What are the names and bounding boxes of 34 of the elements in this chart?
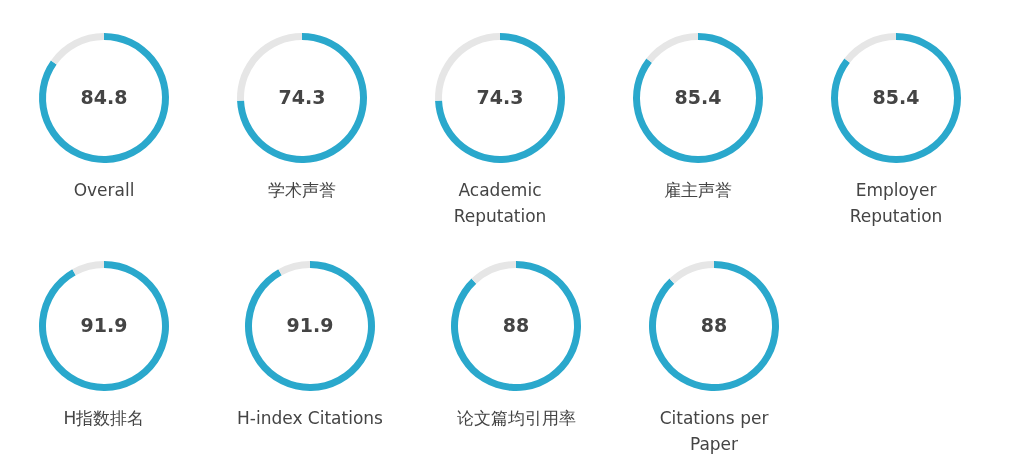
- data-label: 85.4: [674, 86, 722, 108]
- donut-slice: [237, 33, 367, 163]
- donut-slice: [72, 261, 104, 276]
- donut-slice: [669, 261, 714, 284]
- data-label: 84.8: [80, 86, 128, 108]
- text: Overall: [73, 180, 135, 200]
- text: 学术声誉: [268, 180, 336, 200]
- donut-slice: [649, 261, 779, 391]
- text: 论文篇均引用率: [456, 408, 576, 428]
- text: Employer Reputation: [849, 180, 943, 226]
- donut-slice: [646, 33, 698, 63]
- data-label: 91.9: [80, 314, 128, 336]
- text: Academic Reputation: [453, 180, 547, 226]
- donut-slice: [844, 33, 896, 63]
- donut-slice: [39, 261, 169, 391]
- donut-slice: [451, 261, 581, 391]
- text: Citations per Paper: [659, 408, 769, 454]
- donut-slice: [39, 33, 169, 163]
- donut-slice: [278, 261, 310, 276]
- data-label: 85.4: [872, 86, 920, 108]
- donut-slice: [435, 33, 565, 163]
- text: H指数排名: [63, 408, 145, 428]
- donut-slice: [831, 33, 961, 163]
- data-label: 74.3: [476, 86, 524, 108]
- data-label: 88: [700, 314, 728, 336]
- text: 雇主声誉: [664, 180, 732, 200]
- data-label: 91.9: [286, 314, 334, 336]
- data-label: 88: [502, 314, 530, 336]
- donut-slice: [633, 33, 763, 163]
- donut-slice: [50, 33, 104, 65]
- donut-slice: [471, 261, 516, 284]
- data-label: 74.3: [278, 86, 326, 108]
- donut-slice: [245, 261, 375, 391]
- text: H-index Citations: [237, 408, 384, 428]
